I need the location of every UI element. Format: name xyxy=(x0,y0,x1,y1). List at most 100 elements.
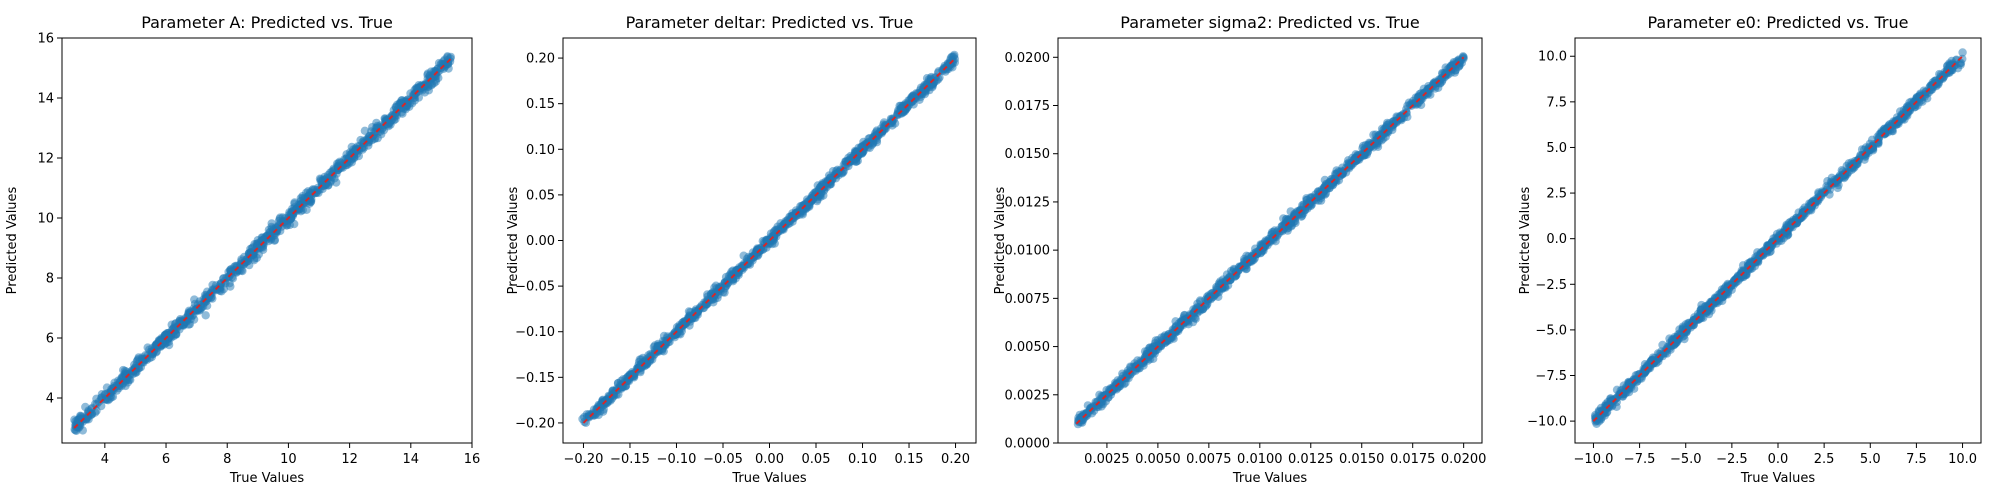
data-point xyxy=(950,50,959,60)
data-point xyxy=(327,172,336,182)
ideal-fit-line xyxy=(582,57,957,424)
x-tick-label: 7.5 xyxy=(1906,452,1927,467)
data-point xyxy=(381,115,391,124)
y-tick-label: −0.10 xyxy=(515,325,555,340)
data-point xyxy=(1279,214,1288,223)
x-tick-label: −0.15 xyxy=(610,452,650,467)
y-tick-label: −0.15 xyxy=(515,371,555,386)
y-tick-label: 0.0000 xyxy=(1005,437,1051,452)
y-tick-label: 5.0 xyxy=(1546,141,1567,156)
data-point xyxy=(1320,181,1330,191)
y-tick-label: 16 xyxy=(37,32,54,47)
chart-title: Parameter deltar: Predicted vs. True xyxy=(626,13,914,32)
x-tick-label: 5.0 xyxy=(1860,452,1881,467)
y-tick-label: −5.0 xyxy=(1535,323,1567,338)
data-point xyxy=(1211,289,1221,298)
data-point xyxy=(1452,56,1462,66)
data-point xyxy=(104,396,113,405)
x-tick-label: 16 xyxy=(464,452,481,467)
data-point xyxy=(1627,382,1636,392)
data-point xyxy=(714,290,723,299)
x-tick-label: 4 xyxy=(101,452,109,467)
data-point xyxy=(356,135,365,145)
data-point xyxy=(1746,258,1755,267)
y-axis-label: Predicted Values xyxy=(1518,186,1533,294)
data-point xyxy=(360,126,370,135)
data-point xyxy=(1592,416,1601,425)
data-point xyxy=(1827,173,1837,182)
y-tick-label: 14 xyxy=(37,92,54,107)
panel-4: −10.0 −7.5 −5.0 −2.5 0.0 2.5 5.0 7.5 10.0 −10.0 −7… xyxy=(1518,13,1982,486)
data-point xyxy=(1262,237,1272,246)
data-point xyxy=(1792,218,1801,228)
data-point xyxy=(201,311,210,320)
data-point xyxy=(347,158,356,167)
data-point xyxy=(1926,81,1936,90)
data-point xyxy=(1424,84,1434,93)
scatter-points xyxy=(578,50,960,427)
x-tick-label: 6 xyxy=(162,452,170,467)
panel-3: 0.0025 0.0050 0.0075 0.0100 0.0125 0.0150 0.01… xyxy=(993,13,1486,486)
data-point xyxy=(1598,406,1607,415)
data-point xyxy=(613,379,623,388)
x-tick-label: 2.5 xyxy=(1814,452,1835,467)
y-tick-label: 0.20 xyxy=(526,52,555,67)
data-point xyxy=(108,384,117,393)
data-point xyxy=(1945,59,1954,68)
data-point xyxy=(1764,241,1774,251)
data-point xyxy=(1247,251,1257,261)
x-axis-label: True Values xyxy=(731,471,806,486)
data-point xyxy=(837,168,846,177)
data-point xyxy=(1883,128,1893,137)
scatter-points xyxy=(1591,48,1967,428)
data-point xyxy=(1078,415,1088,425)
y-tick-label: 4 xyxy=(46,392,54,407)
chart-title: Parameter e0: Predicted vs. True xyxy=(1648,13,1909,32)
data-point xyxy=(915,95,924,105)
y-tick-label: 0.0075 xyxy=(1005,292,1051,307)
y-tick-label: 0.0175 xyxy=(1005,99,1051,114)
data-point xyxy=(1270,226,1279,235)
data-point xyxy=(334,159,343,168)
data-point xyxy=(318,175,328,184)
data-point xyxy=(1661,348,1670,358)
data-point xyxy=(232,266,242,275)
x-axis-label: True Values xyxy=(229,471,304,486)
y-tick-label: −10.0 xyxy=(1527,415,1567,430)
data-point xyxy=(240,252,249,262)
data-point xyxy=(783,216,792,226)
ideal-fit-line xyxy=(73,58,452,429)
ideal-fit-line xyxy=(1592,55,1964,422)
data-point xyxy=(724,274,733,283)
y-tick-label: 0.0025 xyxy=(1005,388,1051,403)
data-point xyxy=(1721,282,1731,291)
x-tick-label: 14 xyxy=(403,452,420,467)
data-point xyxy=(933,68,943,78)
data-point xyxy=(362,134,372,144)
y-tick-label: 0.0125 xyxy=(1005,195,1051,210)
data-point xyxy=(1827,179,1837,188)
axes-frame xyxy=(1057,37,1483,444)
data-point xyxy=(249,256,259,265)
data-point xyxy=(444,59,453,68)
data-point xyxy=(686,308,695,317)
x-tick-label: −0.10 xyxy=(657,452,697,467)
y-axis-label: Predicted Values xyxy=(5,186,20,294)
scatter-points xyxy=(70,52,455,435)
x-tick-label: 0.10 xyxy=(848,452,877,467)
data-point xyxy=(1362,146,1371,155)
x-tick-label: 0.0025 xyxy=(1084,452,1130,467)
x-tick-label: 0.15 xyxy=(895,452,924,467)
chart-title: Parameter sigma2: Predicted vs. True xyxy=(1120,13,1419,32)
data-point xyxy=(1104,393,1113,402)
data-point xyxy=(1714,295,1723,304)
y-tick-label: 0.15 xyxy=(526,97,555,112)
x-tick-label: 10 xyxy=(280,452,297,467)
data-point xyxy=(1131,365,1140,374)
y-tick-label: −2.5 xyxy=(1535,278,1567,293)
x-tick-label: 0.20 xyxy=(941,452,970,467)
data-point xyxy=(71,426,80,435)
data-point xyxy=(390,113,399,122)
data-point xyxy=(1641,367,1650,377)
data-point xyxy=(671,330,680,339)
